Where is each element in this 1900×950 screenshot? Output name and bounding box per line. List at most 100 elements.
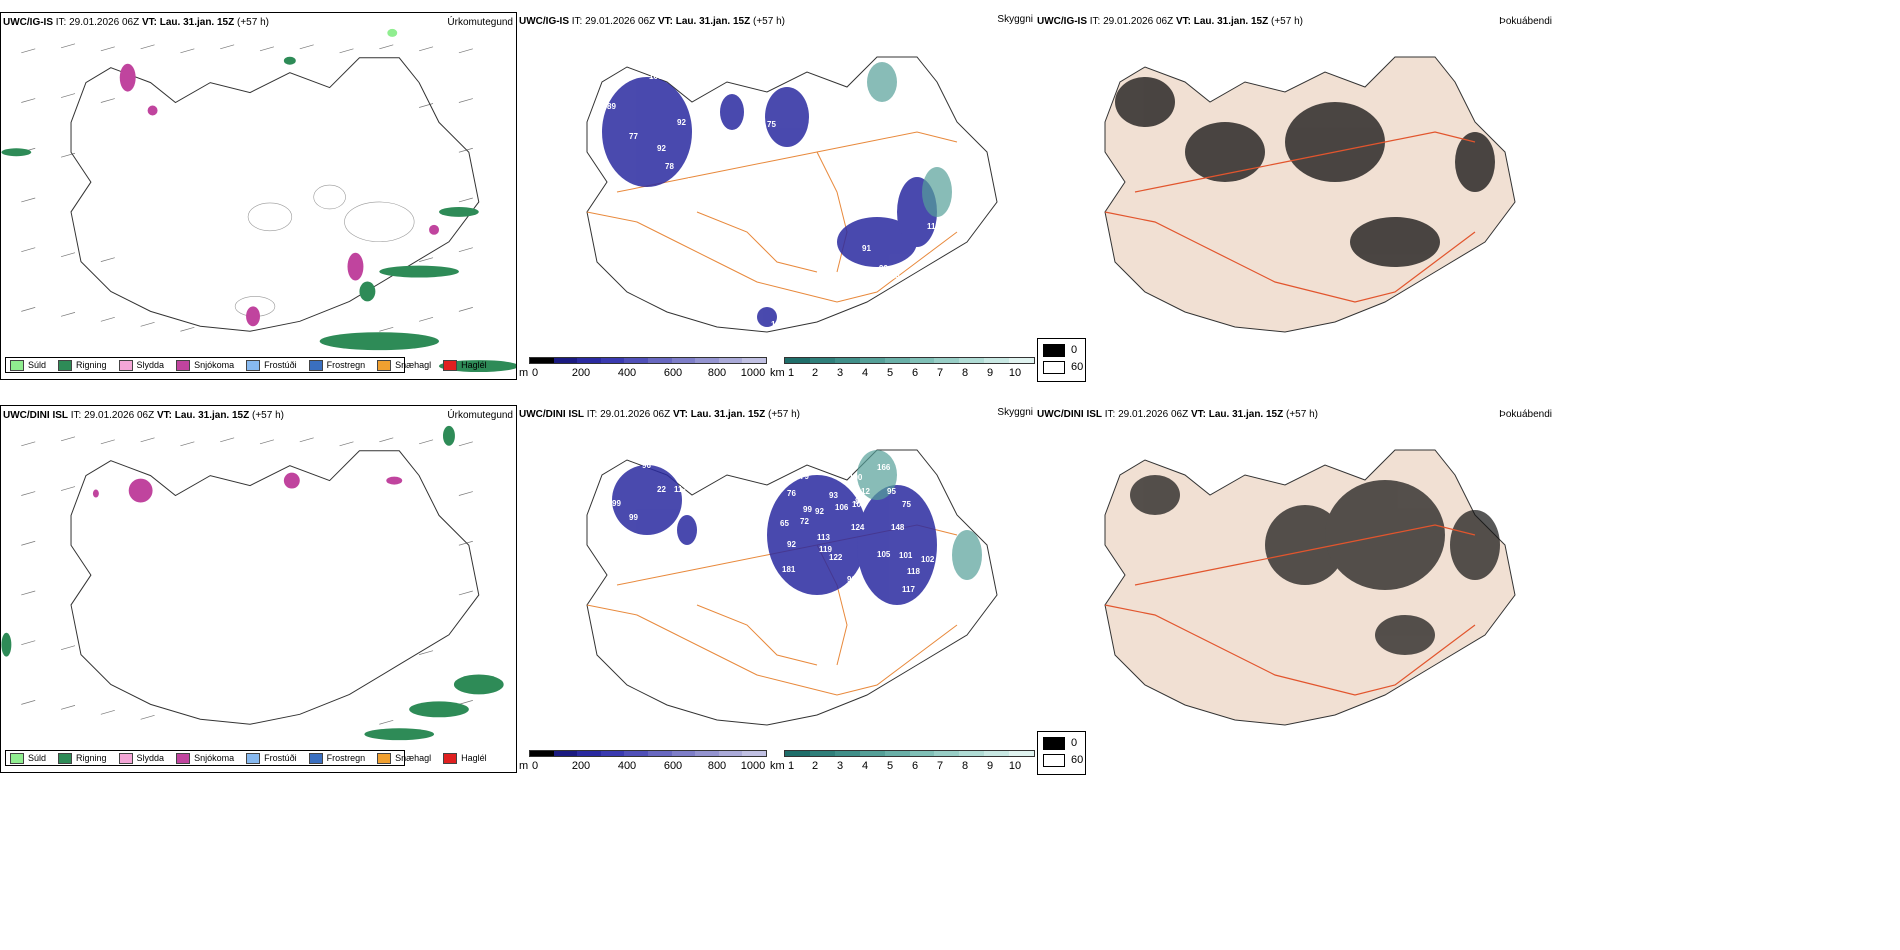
legend-item: Súld [10,752,47,764]
vt-label: VT: [141,17,157,28]
colorbar-tick: 6 [911,367,919,379]
cloud-base-label: 102 [921,555,935,564]
cloud-base-labels: 75 100 89 92 77 92 78 67 90 105 110 91 102 75 89 91 99 94… [517,12,1035,380]
cloud-base-label: 90 [847,575,856,584]
legend-item: Snjókoma [176,359,235,371]
panel-type-label: Þokuábendi [1499,409,1552,420]
legend-item: Rigning [58,752,107,764]
colorbar-tick: 4 [861,367,869,379]
panel-title: UWC/IG-IS IT: 29.01.2026 06Z VT: Lau. 31… [519,16,785,27]
panel-type-label: Skyggni [997,407,1033,418]
cloud-base-label: 166 [771,320,785,329]
model-name: UWC/DINI ISL [519,409,584,420]
cloud-base-label: 22 [657,485,666,494]
legend-swatch [246,752,261,764]
colorbar-bar [529,357,767,364]
cloud-base-label: 100 [849,473,863,482]
legend-item: Haglél [443,752,487,764]
visibility-panel-top: Skyggni m 0 200 400 600 800 1000 km 1 2 … [517,12,1035,380]
iceland-outline [70,450,480,725]
panel-title: UWC/DINI ISL IT: 29.01.2026 06Z VT: Lau.… [3,410,284,421]
cloud-base-label: 79 [800,472,809,481]
panel-title: UWC/DINI ISL IT: 29.01.2026 06Z VT: Lau.… [519,409,800,420]
legend-swatch [246,359,261,371]
cloud-base-label: 76 [787,489,796,498]
it-value: 29.01.2026 06Z [1118,409,1189,420]
lead-time: (+57 h) [753,16,785,27]
vt-label: VT: [156,410,172,421]
vt-value: Lau. 31.jan. 15Z [159,17,235,28]
cloud-base-label: 89 [929,493,938,502]
colorbar-tick: 200 [571,367,591,379]
visibility-colorbar: km 1 2 3 4 5 6 7 8 9 10 [770,357,1035,383]
legend-swatch [308,359,323,371]
panel-type-label: Úrkomutegund [447,410,513,421]
visibility-panel-bottom: Skyggni m 0 200 400 600 800 1000 km 1 2 … [517,405,1035,773]
cloud-base-label: 102 [807,100,821,109]
cloud-base-label: 119 [819,545,832,554]
legend-swatch [443,359,458,371]
cloud-base-label: 113 [817,533,830,542]
colorbar-tick: 3 [836,760,844,772]
cloud-base-label: 99 [629,513,638,522]
vt-value: Lau. 31.jan. 15Z [690,409,766,420]
legend-item: Snjókoma [176,752,234,764]
colorbar-tick: 4 [861,760,869,772]
cloud-base-label: 103 [852,500,866,509]
cloud-base-label: 118 [907,567,920,576]
colorbar-tick: 5 [886,760,894,772]
colorbar-tick: 2 [811,367,819,379]
legend-label: Súld [28,753,47,763]
colorbar-tick: 200 [571,760,591,772]
iceland-visibility-map [586,56,998,333]
vt-value: Lau. 31.jan. 15Z [1193,16,1269,27]
cloud-base-label: 127 [667,541,681,550]
legend-label: Slydda [136,360,165,370]
colorbar-tick: 5 [886,367,894,379]
model-name: UWC/IG-IS [1037,16,1087,27]
legend-label: Snæhagl [395,753,432,763]
panel-title: UWC/IG-IS IT: 29.01.2026 06Z VT: Lau. 31… [1037,16,1303,27]
cloud-base-label: 78 [665,162,674,171]
fog-legend: 0 60 [1037,731,1086,775]
it-label: IT: [586,409,598,420]
colorbar-tick: 400 [617,760,637,772]
legend-label: Rigning [76,753,107,763]
iceland-outline [70,57,480,332]
fog-legend-swatch [1043,737,1065,750]
cloud-base-label: 99 [879,264,888,273]
lead-time: (+57 h) [1271,16,1303,27]
lead-time: (+57 h) [1286,409,1318,420]
panel-type-label: Skyggni [997,14,1033,25]
legend-item: Slydda [118,752,164,764]
panel-type-label: Þokuábendi [1499,16,1552,27]
cloud-base-label: 112 [927,222,940,231]
colorbar-unit: km [770,760,785,772]
colorbar-unit: km [770,367,785,379]
legend-swatch [308,752,323,764]
iceland-precip-map [1,425,504,741]
cloud-base-label: 91 [635,202,644,211]
legend-item: Súld [10,359,47,371]
cloud-base-label: 105 [877,550,891,559]
legend-label: Snjókoma [194,360,235,370]
lead-time: (+57 h) [252,410,284,421]
legend-swatch [443,752,458,764]
legend-swatch [10,752,24,764]
it-value: 29.01.2026 06Z [585,16,656,27]
cloud-base-label: 91 [862,244,871,253]
legend-item: Snæhagl [377,359,431,371]
legend-item: Frostúði [246,752,297,764]
colorbar-tick: 8 [961,760,969,772]
cloud-base-label: 75 [902,500,911,509]
legend-label: Súld [28,360,47,370]
fog-legend: 0 60 [1037,338,1086,382]
colorbar-bar [784,750,1035,757]
cloud-base-label: 89 [845,88,854,97]
cloud-base-label: 92 [677,118,686,127]
colorbar-tick: 600 [663,367,683,379]
cloud-base-label: 110 [687,202,700,211]
cloud-base-label: 124 [851,523,865,532]
iceland-visibility-map [586,449,998,726]
colorbar-tick: 9 [986,367,994,379]
